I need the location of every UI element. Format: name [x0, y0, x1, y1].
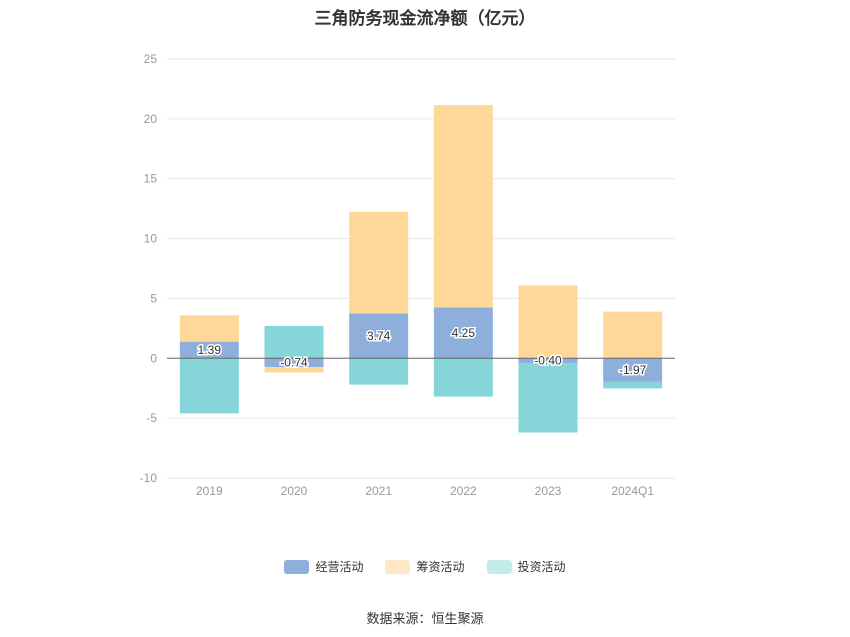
- bar-investing: [603, 381, 663, 389]
- y-tick-label: 10: [144, 232, 158, 246]
- y-tick-label: 0: [150, 351, 157, 365]
- legend-label-operating: 经营活动: [315, 560, 364, 574]
- x-tick-label: 2021: [365, 484, 392, 498]
- y-tick-label: 20: [144, 112, 158, 126]
- y-tick-label: 15: [144, 172, 158, 186]
- bar-financing: [603, 311, 663, 359]
- data-label: 3.74: [367, 329, 391, 343]
- chart-title: 三角防务现金流净额（亿元）: [314, 9, 536, 28]
- bar-investing: [518, 363, 578, 433]
- bar-financing: [433, 105, 493, 308]
- bar-operating: [264, 358, 324, 368]
- x-tick-label: 2022: [450, 484, 477, 498]
- bar-investing: [433, 358, 493, 397]
- x-tick-label: 2023: [535, 484, 562, 498]
- chart-legend: 经营活动 筹资活动 投资活动: [0, 558, 850, 575]
- bar-operating: [603, 358, 663, 382]
- data-label: -1.97: [619, 363, 647, 377]
- bar-financing: [264, 367, 324, 373]
- legend-label-financing: 筹资活动: [416, 560, 465, 574]
- x-tick-label: 2024Q1: [611, 484, 654, 498]
- bar-financing: [349, 211, 409, 314]
- x-tick-label: 2019: [196, 484, 223, 498]
- bar-financing: [518, 285, 578, 359]
- legend-item-investing[interactable]: 投资活动: [486, 558, 566, 575]
- y-tick-label: 5: [150, 291, 157, 305]
- bar-investing: [349, 358, 409, 385]
- y-tick-label: 25: [144, 52, 158, 66]
- bar-investing: [264, 325, 324, 359]
- data-label: -0.40: [534, 354, 562, 368]
- y-tick-label: -10: [140, 471, 158, 485]
- legend-swatch-investing: [486, 559, 512, 574]
- bar-financing: [179, 315, 239, 342]
- bar-operating: [433, 307, 493, 359]
- legend-swatch-financing: [385, 559, 411, 574]
- y-tick-label: -5: [146, 411, 157, 425]
- bar-operating: [518, 358, 578, 364]
- x-tick-label: 2020: [281, 484, 308, 498]
- data-label: 4.25: [452, 326, 476, 340]
- legend-label-investing: 投资活动: [517, 560, 566, 574]
- data-label: -0.74: [280, 356, 308, 370]
- bar-operating: [349, 313, 409, 359]
- legend-swatch-operating: [284, 559, 310, 574]
- data-source: 数据来源：恒生聚源: [366, 611, 484, 626]
- bar-investing: [179, 358, 239, 414]
- legend-item-operating[interactable]: 经营活动: [284, 558, 363, 575]
- data-label: 1.39: [198, 343, 222, 357]
- bar-operating: [179, 341, 239, 359]
- legend-item-financing[interactable]: 筹资活动: [385, 558, 465, 575]
